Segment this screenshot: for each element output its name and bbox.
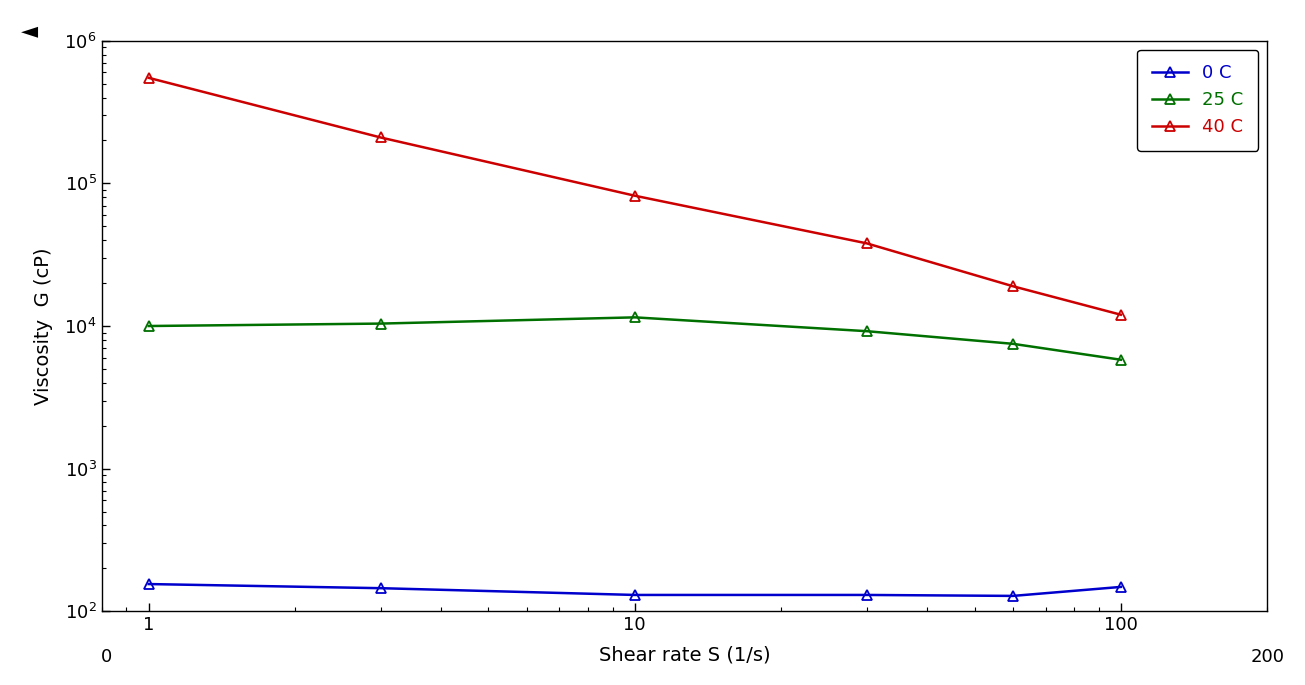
- X-axis label: Shear rate S (1/s): Shear rate S (1/s): [599, 645, 770, 664]
- 0 C: [373, 584, 389, 593]
- 40 C: [373, 134, 389, 142]
- 0 C: [626, 591, 642, 599]
- 40 C: [626, 192, 642, 200]
- 25 C: [626, 313, 642, 321]
- 25 C: [141, 322, 157, 330]
- 40 C: [1005, 282, 1021, 290]
- Line: 40 C: 40 C: [144, 73, 1126, 320]
- Line: 0 C: 0 C: [144, 580, 1126, 601]
- Legend: 0 C, 25 C, 40 C: 0 C, 25 C, 40 C: [1138, 50, 1258, 151]
- 25 C: [373, 319, 389, 327]
- Line: 25 C: 25 C: [144, 312, 1126, 364]
- 25 C: [859, 327, 874, 335]
- 0 C: [1113, 583, 1129, 591]
- 0 C: [1005, 592, 1021, 600]
- Text: ◄: ◄: [21, 21, 38, 41]
- 40 C: [859, 239, 874, 247]
- 25 C: [1005, 340, 1021, 348]
- Y-axis label: Viscosity  G (cP): Viscosity G (cP): [34, 247, 54, 405]
- 0 C: [141, 580, 157, 588]
- 25 C: [1113, 356, 1129, 364]
- 40 C: [141, 74, 157, 82]
- Text: 200: 200: [1250, 648, 1284, 667]
- 0 C: [859, 591, 874, 599]
- 40 C: [1113, 310, 1129, 319]
- Text: 0: 0: [102, 648, 112, 667]
